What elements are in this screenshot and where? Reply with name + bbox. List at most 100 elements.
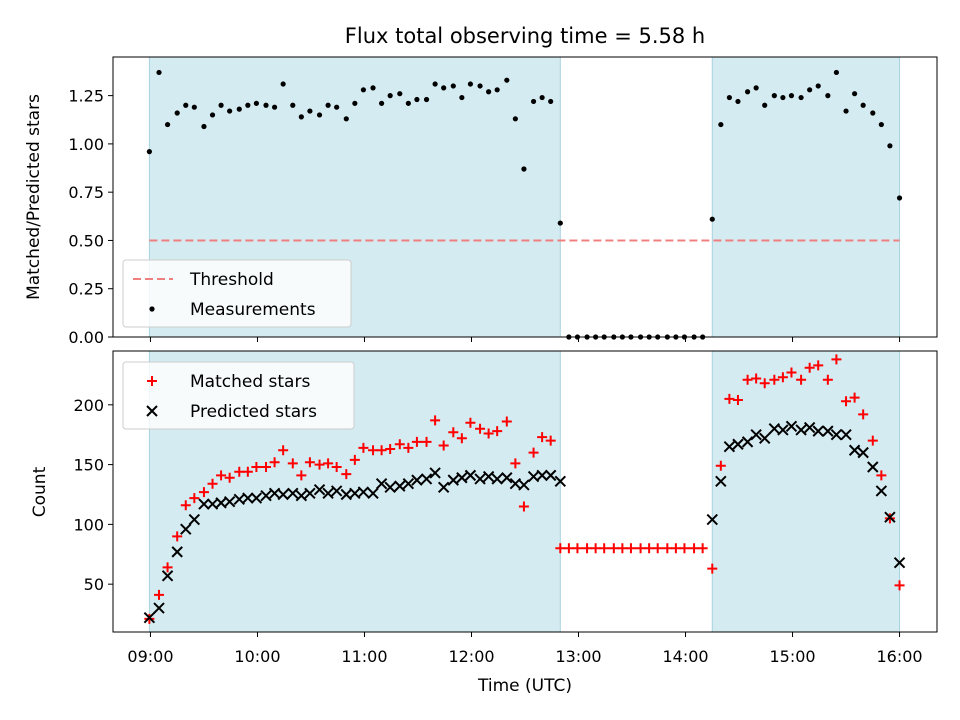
measurement-point: [530, 98, 537, 105]
predicted-star-point: [732, 438, 744, 450]
y-tick-label: 0.25: [68, 280, 104, 299]
measurement-point: [352, 100, 358, 106]
predicted-star-point: [223, 495, 236, 508]
matched-star-point: [394, 439, 405, 450]
matched-star-point: [261, 461, 272, 472]
y-tick-label: 0.50: [68, 231, 104, 250]
measurement-point: [887, 143, 893, 149]
predicted-star-point: [544, 469, 557, 482]
predicted-star-point: [313, 483, 326, 496]
measurement-point: [227, 108, 233, 114]
measurement-point: [870, 110, 876, 116]
matched-star-point: [804, 362, 815, 373]
matched-star-point: [207, 478, 218, 489]
measurement-point: [432, 81, 438, 87]
x-tick-label: 13:00: [555, 647, 601, 666]
matched-star-point: [689, 543, 700, 554]
matched-star-point: [438, 440, 449, 451]
predicted-star-point: [482, 470, 495, 483]
matched-star-point: [189, 493, 200, 504]
matched-star-point: [786, 367, 797, 378]
y-tick-label: 200: [73, 396, 104, 415]
matched-star-point: [563, 543, 574, 554]
predicted-star-point: [411, 474, 423, 486]
predicted-star-point: [437, 481, 450, 494]
predicted-star-point: [501, 472, 513, 484]
predicted-star-point: [260, 489, 272, 502]
measurement-point: [387, 93, 393, 99]
measurement-point: [843, 108, 849, 114]
measurement-point: [201, 123, 207, 130]
measurement-point: [360, 87, 367, 93]
predicted-star-point: [474, 473, 486, 485]
predicted-star-point: [295, 489, 308, 502]
predicted-star-point: [536, 469, 548, 482]
measurement-point: [771, 93, 777, 99]
measurement-point: [852, 91, 858, 97]
matched-star-point: [242, 466, 253, 477]
measurement-point: [245, 102, 251, 108]
measurement-point: [815, 83, 821, 89]
matched-star-point: [867, 435, 878, 446]
measurement-point: [735, 98, 741, 105]
measurement-point: [423, 96, 430, 103]
y-tick-label: 150: [73, 456, 104, 475]
predicted-star-point: [242, 492, 254, 504]
matched-star-point: [314, 459, 325, 470]
predicted-star-point: [367, 487, 379, 500]
predicted-star-point: [322, 487, 334, 500]
matched-star-point: [528, 447, 539, 458]
matched-star-point: [331, 461, 342, 472]
predicted-star-point: [171, 546, 183, 558]
predicted-star-point: [464, 469, 477, 482]
y-axis-label-bottom: Count: [30, 466, 50, 517]
predicted-star-point: [777, 424, 789, 436]
matched-star-point: [456, 433, 467, 444]
measurement-point: [280, 81, 286, 87]
measurement-point: [709, 216, 715, 222]
measurement-point: [467, 81, 474, 87]
predicted-star-point: [394, 480, 406, 492]
matched-star-point: [537, 432, 548, 443]
predicted-star-point: [795, 424, 807, 436]
measurement-point: [156, 69, 162, 76]
matched-star-point: [858, 409, 869, 420]
legend-entry: Predicted stars: [190, 402, 317, 422]
matched-star-point: [831, 354, 842, 365]
measurement-point: [896, 195, 903, 201]
measurement-point: [263, 102, 269, 108]
matched-star-point: [555, 543, 566, 554]
measurement-point: [174, 110, 180, 116]
measurement-point: [798, 94, 804, 101]
legend-entry: Measurements: [190, 300, 316, 320]
predicted-star-point: [759, 432, 771, 444]
x-tick-label: 12:00: [448, 647, 494, 666]
measurement-point: [718, 121, 724, 128]
y-tick-label: 0.00: [68, 328, 104, 347]
measurement-point: [397, 91, 403, 97]
matched-star-point: [475, 423, 486, 434]
predicted-star-point: [198, 498, 210, 510]
measurement-point: [146, 149, 152, 155]
measurement-point: [325, 102, 331, 108]
predicted-star-point: [287, 487, 299, 500]
matched-star-point: [323, 458, 334, 469]
matched-star-point: [287, 458, 298, 469]
predicted-star-point: [875, 485, 888, 497]
legend-entry: Matched stars: [190, 372, 310, 392]
matched-star-point: [358, 442, 369, 453]
predicted-star-point: [384, 481, 396, 494]
matched-star-point: [751, 373, 762, 384]
predicted-star-point: [143, 611, 156, 624]
matched-star-point: [662, 543, 673, 554]
matched-star-point: [876, 470, 887, 481]
matched-star-point: [368, 445, 379, 456]
measurement-point: [521, 166, 527, 172]
predicted-star-point: [785, 420, 798, 433]
matched-star-point: [341, 469, 352, 480]
measurement-point: [780, 94, 786, 101]
measurement-point: [271, 104, 278, 110]
predicted-star-point: [153, 602, 165, 614]
legend-box: [122, 259, 352, 328]
